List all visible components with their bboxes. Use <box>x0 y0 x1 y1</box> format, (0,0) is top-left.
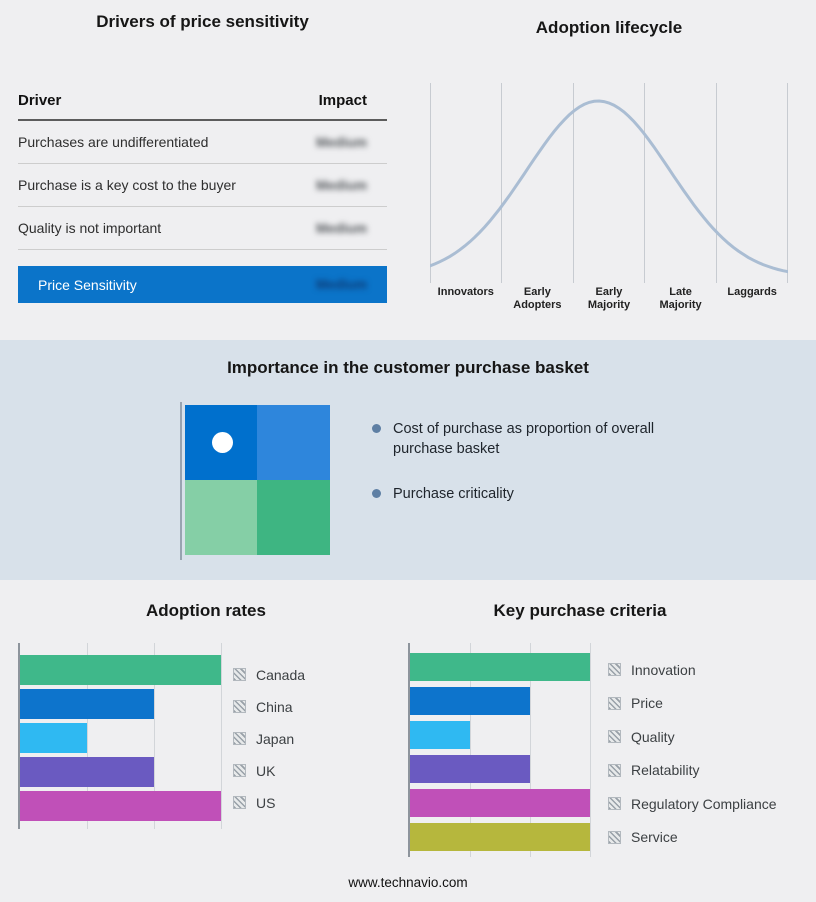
lifecycle-curve <box>430 99 788 274</box>
driver-cell: Quality is not important <box>18 220 162 236</box>
legend-item: Quality <box>608 728 777 745</box>
table-row: Purchases are undifferentiated Medium <box>18 121 387 164</box>
legend-label: Relatability <box>631 762 700 778</box>
hatched-swatch-icon <box>608 696 621 710</box>
key-purchase-criteria-legend: Innovation Price Quality Relatability Re… <box>608 661 777 845</box>
hatched-swatch-icon <box>233 732 246 745</box>
legend-label: Service <box>631 829 678 845</box>
impact-cell-redacted: Medium <box>315 220 367 236</box>
matrix-cell-bottom-left <box>185 480 257 555</box>
hatched-swatch-icon <box>608 797 621 810</box>
drivers-title: Drivers of price sensitivity <box>96 12 309 31</box>
legend-item: Japan <box>233 730 305 747</box>
hatched-swatch-icon <box>608 663 621 676</box>
list-item: Cost of purchase as proportion of overal… <box>372 420 657 459</box>
hatched-swatch-icon <box>233 668 246 681</box>
stage-divider <box>572 83 644 283</box>
impact-cell-redacted: Medium <box>315 177 367 193</box>
legend-label: Japan <box>256 730 295 747</box>
matrix-cell-top-right <box>257 405 330 480</box>
price-sensitivity-label: Price Sensitivity <box>38 276 137 293</box>
impact-column-header: Impact <box>318 92 367 109</box>
bar-canada <box>20 655 221 685</box>
bar-quality <box>410 721 470 749</box>
stage-label: Early Majority <box>587 286 631 312</box>
lifecycle-stage-labels: Innovators Early Adopters Early Majority… <box>430 286 788 312</box>
legend-label: UK <box>256 762 276 779</box>
legend-item: Relatability <box>608 762 777 778</box>
matrix-marker-dot <box>212 432 233 453</box>
drivers-table-header: Driver Impact <box>18 92 387 121</box>
lifecycle-title: Adoption lifecycle <box>535 18 683 37</box>
purchase-basket-matrix <box>180 402 330 560</box>
legend-item: Regulatory Compliance <box>608 795 777 812</box>
bar-uk <box>20 757 154 787</box>
table-row: Quality is not important Medium <box>18 207 387 250</box>
price-sensitivity-banner: Price Sensitivity Medium <box>18 266 387 303</box>
adoption-lifecycle-panel: Adoption lifecycle Innovators Early Adop… <box>430 12 788 312</box>
legend-label: Canada <box>256 666 306 683</box>
legend-item: UK <box>233 762 305 779</box>
key-purchase-criteria-panel: Key purchase criteria Innovation Price Q… <box>408 601 816 857</box>
matrix-axis-line <box>180 402 182 560</box>
stage-label: Early Adopters <box>513 286 562 312</box>
driver-cell: Purchases are undifferentiated <box>18 134 209 150</box>
hatched-swatch-icon <box>608 830 621 844</box>
legend-label: Price <box>631 695 663 711</box>
bullet-icon <box>372 424 381 433</box>
footer-link[interactable]: www.technavio.com <box>348 875 468 890</box>
stage-divider <box>715 83 787 283</box>
bar-japan <box>20 723 87 753</box>
legend-label: China <box>256 698 293 715</box>
lifecycle-plot <box>430 83 788 283</box>
bar-innovation <box>410 653 590 681</box>
bar-china <box>20 689 154 719</box>
legend-item: Canada <box>233 666 306 683</box>
stage-label: Laggards <box>727 286 777 298</box>
bullet-icon <box>372 489 381 499</box>
legend-item: Price <box>608 695 777 711</box>
matrix-cell-bottom-right <box>257 480 330 555</box>
stage-divider <box>501 83 572 283</box>
bar-price <box>410 687 530 715</box>
bar-us <box>20 791 221 821</box>
hatched-swatch-icon <box>233 700 246 713</box>
legend-label: US <box>256 794 276 811</box>
adoption-rates-panel: Adoption rates Canada China Japan UK US <box>18 601 394 829</box>
hatched-swatch-icon <box>233 796 246 809</box>
stage-divider <box>644 83 715 283</box>
stage-label: Late Majority <box>659 286 702 312</box>
basket-bullet-list: Cost of purchase as proportion of overal… <box>372 420 657 505</box>
list-item: Purchase criticality <box>372 485 657 505</box>
driver-cell: Purchase is a key cost to the buyer <box>18 177 236 193</box>
driver-column-header: Driver <box>18 92 62 109</box>
legend-label: Quality <box>631 728 675 745</box>
adoption-rates-plot <box>18 643 261 829</box>
stage-divider <box>430 83 501 283</box>
key-purchase-criteria-plot <box>408 643 626 857</box>
bar-regulatory-compliance <box>410 789 590 817</box>
legend-item: China <box>233 698 305 715</box>
bar-service <box>410 823 590 851</box>
impact-cell-redacted: Medium <box>315 134 367 150</box>
bar-relatability <box>410 755 530 783</box>
hatched-swatch-icon <box>608 763 621 777</box>
adoption-rates-title: Adoption rates <box>146 601 266 620</box>
legend-label: Innovation <box>631 661 696 678</box>
footer: www.technavio.com <box>0 875 816 890</box>
legend-item: Service <box>608 829 777 845</box>
table-row: Purchase is a key cost to the buyer Medi… <box>18 164 387 207</box>
legend-item: Innovation <box>608 661 777 678</box>
legend-item: US <box>233 794 305 811</box>
key-purchase-criteria-title: Key purchase criteria <box>493 601 667 620</box>
drivers-panel: Drivers of price sensitivity Driver Impa… <box>18 12 387 303</box>
price-sensitivity-impact-redacted: Medium <box>315 277 367 292</box>
hatched-swatch-icon <box>608 730 621 743</box>
stage-label: Innovators <box>437 286 494 298</box>
hatched-swatch-icon <box>233 764 246 777</box>
basket-title: Importance in the customer purchase bask… <box>227 358 589 377</box>
legend-label: Regulatory Compliance <box>631 795 777 812</box>
adoption-rates-legend: Canada China Japan UK US <box>233 666 306 811</box>
purchase-basket-panel: Importance in the customer purchase bask… <box>0 340 816 580</box>
